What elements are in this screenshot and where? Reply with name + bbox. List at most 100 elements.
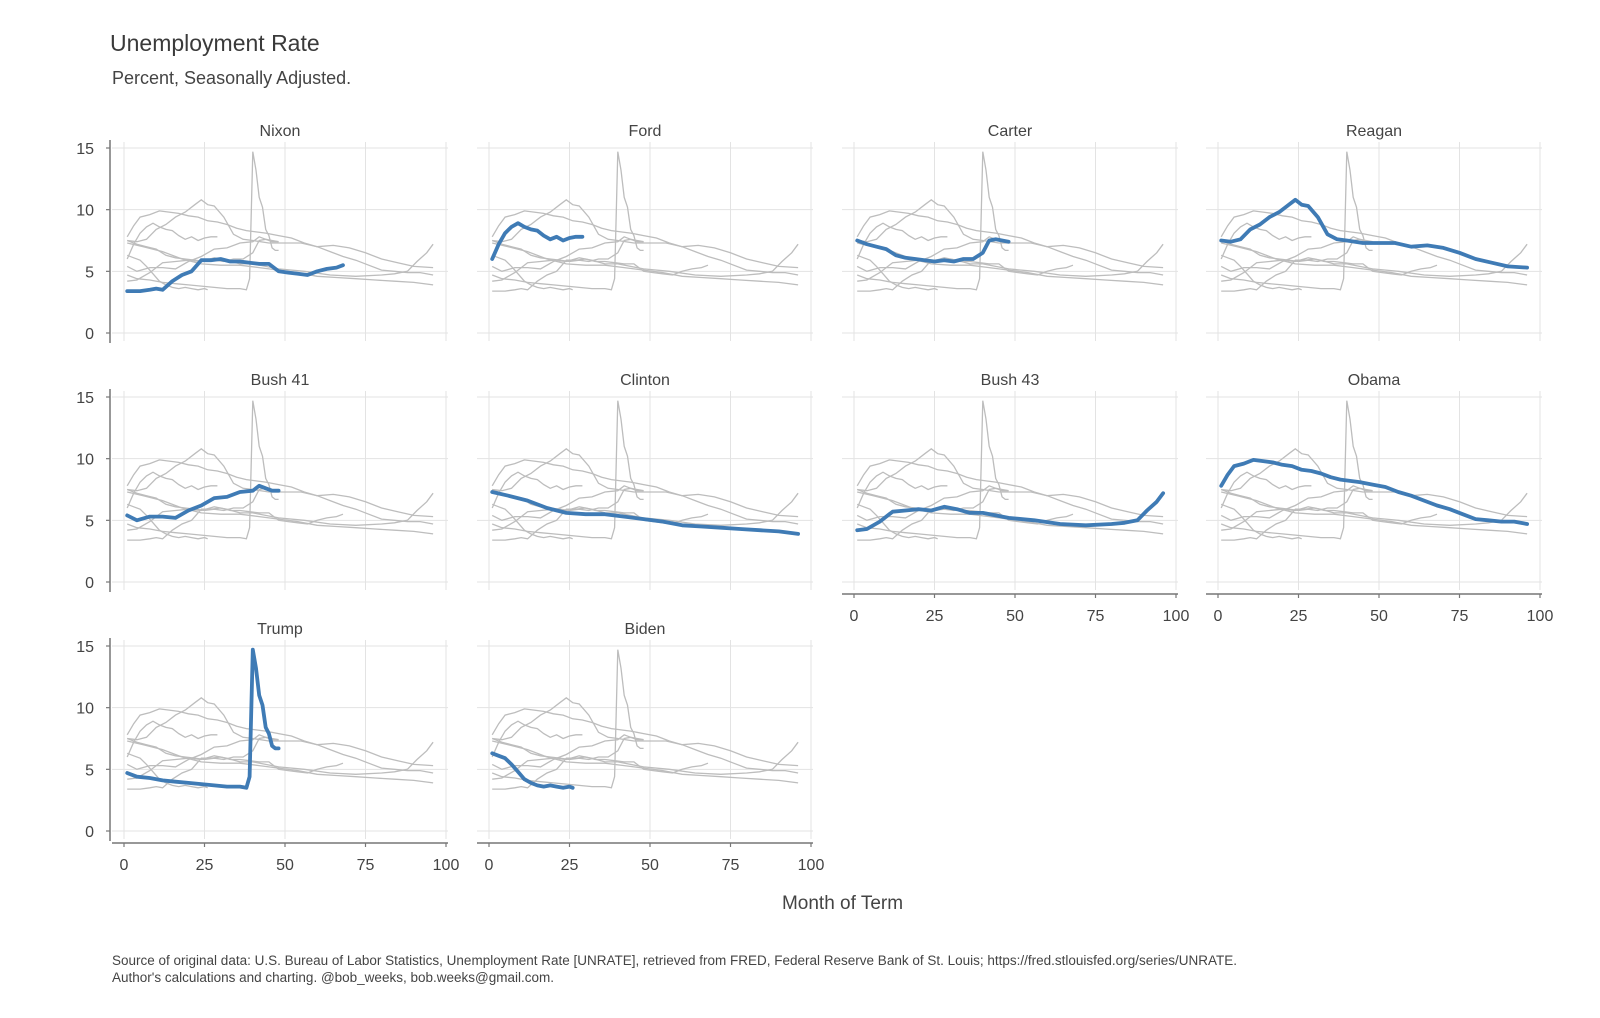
background-line-carter <box>491 238 644 263</box>
x-tick-label: 50 <box>1006 608 1024 625</box>
background-line-bush-41 <box>856 236 1009 272</box>
background-line-biden <box>491 503 573 540</box>
background-line-trump <box>491 151 644 291</box>
background-line-ford <box>491 471 583 509</box>
x-tick-label: 50 <box>641 857 659 874</box>
background-line-clinton <box>857 491 1164 535</box>
y-tick-label: 0 <box>85 824 94 841</box>
series-line-obama <box>1219 458 1529 526</box>
background-line-bush-43 <box>127 243 434 282</box>
series-line-clinton <box>490 490 800 536</box>
background-line-ford <box>126 471 218 509</box>
background-line-obama <box>1220 210 1528 276</box>
background-line-bush-41 <box>126 236 279 272</box>
background-line-bush-43 <box>492 741 799 780</box>
series-line-bush-43 <box>855 491 1165 533</box>
x-axis-label: Month of Term <box>781 893 904 914</box>
background-line-trump <box>856 400 1009 540</box>
background-line-carter <box>126 238 279 263</box>
background-line-bush-41 <box>126 734 279 770</box>
series-line-carter <box>855 237 1011 264</box>
y-tick-label: 5 <box>85 513 94 530</box>
series-line-bush-41 <box>125 483 281 523</box>
background-line-carter <box>126 487 279 512</box>
x-tick-label: 25 <box>926 608 944 625</box>
background-line-trump <box>1220 151 1373 291</box>
background-line-reagan <box>492 198 799 269</box>
background-line-ford <box>491 720 583 758</box>
background-line-obama <box>126 708 434 774</box>
caption-line-1: Source of original data: U.S. Bureau of … <box>112 953 1237 968</box>
series-line-nixon <box>125 257 345 293</box>
x-tick-label: 50 <box>1370 608 1388 625</box>
y-tick-label: 0 <box>85 575 94 592</box>
x-tick-label: 50 <box>276 857 294 874</box>
x-tick-label: 0 <box>1214 608 1223 625</box>
background-line-clinton <box>1221 491 1528 535</box>
x-tick-label: 100 <box>1163 608 1190 625</box>
background-line-ford <box>126 222 218 260</box>
y-tick-label: 10 <box>76 203 94 220</box>
x-tick-label: 75 <box>357 857 375 874</box>
background-line-bush-43 <box>1221 243 1528 282</box>
background-line-biden <box>1220 503 1302 540</box>
panel-title-trump: Trump <box>257 621 303 638</box>
x-tick-label: 0 <box>120 857 129 874</box>
background-line-obama <box>126 210 434 276</box>
background-line-reagan <box>492 696 799 767</box>
background-line-biden <box>126 503 208 540</box>
background-line-ford <box>1220 222 1312 260</box>
background-line-bush-41 <box>491 734 644 770</box>
background-line-reagan <box>857 198 1164 269</box>
x-tick-label: 100 <box>798 857 825 874</box>
background-line-ford <box>856 222 948 260</box>
panel-title-obama: Obama <box>1348 372 1401 389</box>
background-line-trump <box>491 400 644 540</box>
background-line-trump <box>491 649 644 789</box>
background-line-clinton <box>492 740 799 784</box>
background-line-clinton <box>492 242 799 286</box>
x-tick-label: 100 <box>433 857 460 874</box>
x-tick-label: 75 <box>722 857 740 874</box>
background-line-reagan <box>857 447 1164 518</box>
x-tick-label: 0 <box>850 608 859 625</box>
background-line-obama <box>856 459 1164 525</box>
y-tick-label: 15 <box>76 639 94 656</box>
background-line-ford <box>1220 471 1312 509</box>
background-line-carter <box>1220 487 1373 512</box>
background-line-reagan <box>492 447 799 518</box>
panel-title-ford: Ford <box>629 123 662 140</box>
background-line-carter <box>856 487 1009 512</box>
y-tick-label: 15 <box>76 390 94 407</box>
source-caption: Source of original data: U.S. Bureau of … <box>112 952 1237 986</box>
background-line-bush-43 <box>1221 492 1528 531</box>
panel-title-clinton: Clinton <box>620 372 670 389</box>
panel-title-bush-43: Bush 43 <box>981 372 1040 389</box>
background-line-biden <box>856 254 938 291</box>
panel-title-nixon: Nixon <box>260 123 301 140</box>
background-line-reagan <box>127 696 434 767</box>
background-line-bush-41 <box>491 236 644 272</box>
background-line-obama <box>491 708 799 774</box>
background-line-obama <box>491 210 799 276</box>
background-line-bush-41 <box>491 485 644 521</box>
background-line-ford <box>126 720 218 758</box>
background-line-carter <box>126 736 279 761</box>
y-tick-label: 5 <box>85 762 94 779</box>
background-line-clinton <box>857 242 1164 286</box>
x-tick-label: 75 <box>1087 608 1105 625</box>
x-tick-label: 0 <box>485 857 494 874</box>
y-tick-label: 10 <box>76 701 94 718</box>
background-line-reagan <box>127 447 434 518</box>
panel-title-bush-41: Bush 41 <box>251 372 310 389</box>
background-line-trump <box>126 400 279 540</box>
y-tick-label: 15 <box>76 141 94 158</box>
background-line-carter <box>491 487 644 512</box>
x-tick-label: 75 <box>1451 608 1469 625</box>
series-line-biden <box>490 751 575 790</box>
background-line-clinton <box>1221 242 1528 286</box>
series-line-reagan <box>1219 197 1529 270</box>
series-line-trump <box>125 647 281 790</box>
background-line-reagan <box>1221 447 1528 518</box>
